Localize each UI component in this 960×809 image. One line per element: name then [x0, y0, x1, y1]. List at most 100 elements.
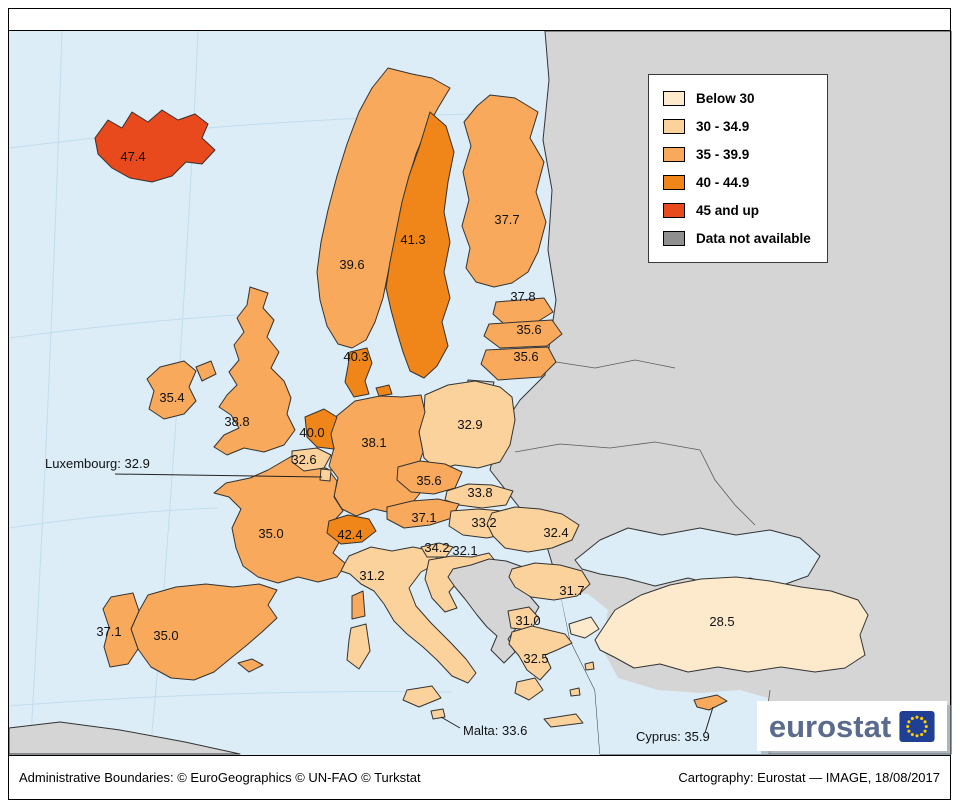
country-greece: [508, 625, 573, 681]
legend-swatch-40-44: [663, 175, 685, 190]
legend-item: 45 and up: [663, 199, 811, 222]
island-sicily: [402, 685, 442, 708]
graticule-line: [8, 691, 453, 707]
cyprus-callout-line: [704, 706, 714, 734]
title-band: [8, 8, 951, 31]
value-label-bulgaria: 31.7: [559, 583, 584, 598]
legend-item: 30 - 34.9: [663, 115, 811, 138]
malta-callout-label: Malta: 33.6: [463, 723, 527, 738]
country-luxembourg: [319, 468, 332, 482]
value-label-iceland: 47.4: [120, 149, 145, 164]
country-malta: [430, 708, 446, 720]
value-label-norway: 39.6: [339, 257, 364, 272]
country-ireland: [146, 360, 197, 420]
island-crete: [543, 713, 584, 728]
eurostat-logo-text: eurostat: [768, 708, 892, 744]
legend-swatch-35-39: [663, 147, 685, 162]
value-label-sweden: 41.3: [400, 232, 425, 247]
value-label-netherlands: 40.0: [299, 425, 324, 440]
value-label-slovakia: 33.8: [467, 485, 492, 500]
legend-label: 40 - 44.9: [696, 175, 750, 190]
value-label-spain: 35.0: [153, 628, 178, 643]
footer-cartography-text: Cartography: Eurostat — IMAGE, 18/08/201…: [678, 770, 940, 785]
country-border-line: [555, 359, 676, 369]
country-turkey: [594, 576, 869, 673]
value-label-ireland: 35.4: [159, 390, 184, 405]
footer: Administrative Boundaries: © EuroGeograp…: [8, 755, 951, 800]
island-balearics: [237, 658, 264, 673]
country-norway: [316, 67, 451, 349]
country-france: [213, 455, 347, 584]
legend-item: 35 - 39.9: [663, 143, 811, 166]
country-iceland: [94, 109, 216, 183]
legend-swatch-45-up: [663, 203, 685, 218]
legend-label: 45 and up: [696, 203, 760, 218]
value-label-lithuania: 35.6: [513, 349, 538, 364]
country-border-line: [699, 449, 756, 526]
value-label-estonia: 37.8: [510, 289, 535, 304]
country-border-line: [514, 441, 701, 453]
country-finland: [461, 94, 547, 288]
value-label-czechia: 35.6: [416, 473, 441, 488]
value-label-denmark: 40.3: [343, 349, 368, 364]
country-sweden: [385, 111, 455, 379]
malta-callout-line: [440, 716, 461, 729]
country-slovenia: [420, 542, 454, 558]
country-north-macedonia: [507, 606, 540, 631]
value-label-italy: 31.2: [359, 568, 384, 583]
value-label-portugal: 37.1: [96, 624, 121, 639]
island-aegean: [584, 661, 595, 671]
legend-swatch-30-34: [663, 119, 685, 134]
country-cyprus: [693, 694, 728, 711]
value-label-hungary: 33.2: [471, 515, 496, 530]
island-corsica: [351, 590, 366, 620]
luxembourg-callout-line: [114, 473, 323, 478]
country-denmark-islands: [375, 384, 393, 397]
eu-flag-icon: [899, 710, 935, 742]
country-lithuania: [480, 346, 557, 381]
eurostat-logo: eurostat: [757, 701, 947, 751]
value-label-germany: 38.1: [361, 435, 386, 450]
island-sardinia: [346, 623, 371, 670]
value-label-turkey: 28.5: [709, 614, 734, 629]
country-north-africa: [8, 721, 241, 755]
country-germany: [328, 394, 426, 517]
legend-swatch-no-data: [663, 231, 685, 246]
region-peloponnese: [514, 677, 544, 701]
country-denmark: [344, 347, 373, 398]
value-label-finland: 37.7: [494, 212, 519, 227]
graticule-line: [29, 30, 63, 755]
country-latvia: [483, 319, 563, 349]
value-label-belgium: 32.6: [291, 452, 316, 467]
legend-swatch-below-30: [663, 91, 685, 106]
legend-item: Data not available: [663, 227, 811, 250]
region-northern-ireland: [195, 360, 217, 382]
country-united-kingdom: [213, 286, 296, 456]
graticule-line: [8, 507, 219, 529]
value-label-switzerland: 42.4: [337, 527, 362, 542]
country-portugal: [102, 592, 140, 668]
aegean-mediterranean-sea: [560, 592, 768, 754]
value-label-slovenia: 34.2: [424, 540, 449, 555]
country-netherlands: [304, 408, 338, 450]
value-label-united-kingdom: 38.8: [224, 414, 249, 429]
value-label-austria: 37.1: [411, 510, 436, 525]
black-sea: [574, 527, 821, 587]
legend-item: 40 - 44.9: [663, 171, 811, 194]
value-label-romania: 32.4: [543, 525, 568, 540]
value-label-poland: 32.9: [457, 417, 482, 432]
value-label-croatia: 32.1: [452, 543, 477, 558]
legend: Below 30 30 - 34.9 35 - 39.9 40 - 44.9 4…: [648, 74, 828, 263]
region-turkish-thrace: [568, 616, 600, 639]
legend-label: 30 - 34.9: [696, 119, 750, 134]
legend-item: Below 30: [663, 87, 811, 110]
footer-attribution-text: Administrative Boundaries: © EuroGeograp…: [19, 770, 421, 785]
value-label-france: 35.0: [258, 526, 283, 541]
country-bulgaria: [508, 562, 591, 601]
legend-label: Data not available: [696, 231, 811, 246]
country-switzerland: [326, 514, 377, 545]
cyprus-callout-label: Cyprus: 35.9: [636, 729, 710, 744]
country-romania: [486, 506, 580, 553]
value-label-greece: 32.5: [523, 651, 548, 666]
